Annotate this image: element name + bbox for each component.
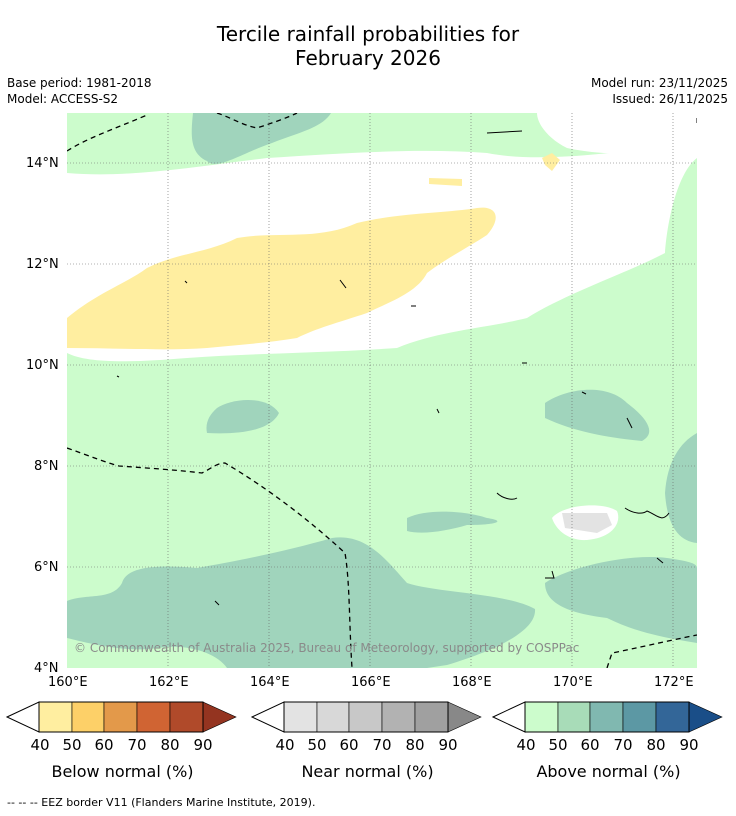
cb-above-bin-40 <box>524 701 559 733</box>
cb-above-tick-80: 80 <box>646 736 666 754</box>
yellow-band <box>67 207 496 350</box>
base-period: Base period: 1981-2018 <box>7 76 152 90</box>
cb-near-extend-high <box>447 701 482 733</box>
teal-patch-west <box>206 399 279 434</box>
model-name: Model: ACCESS-S2 <box>7 92 119 106</box>
meta-right: Model run: 23/11/2025 Issued: 26/11/2025 <box>591 75 728 107</box>
cb-near-bin-70 <box>381 701 416 733</box>
title-line-2: February 2026 <box>295 46 441 70</box>
lat-label-8: 8°N <box>34 459 59 474</box>
map-title: Tercile rainfall probabilities for Febru… <box>0 22 736 70</box>
cb-near-bin-40 <box>283 701 318 733</box>
cb-above-tick-90: 90 <box>679 736 699 754</box>
lon-label-162: 162°E <box>149 675 189 690</box>
issued-date: Issued: 26/11/2025 <box>612 92 728 106</box>
lat-label-12: 12°N <box>26 257 59 272</box>
near-normal-patch-inner <box>562 513 612 533</box>
cb-above-tick-70: 70 <box>613 736 633 754</box>
yellow-small-1 <box>429 178 462 186</box>
cb-above-bin-50 <box>557 701 591 733</box>
cb-above-extend-high <box>688 701 723 733</box>
lon-label-168: 168°E <box>452 675 492 690</box>
cb-below-tick-60: 60 <box>94 736 114 754</box>
colorbar-above <box>491 700 726 740</box>
cb-below-tick-90: 90 <box>193 736 213 754</box>
meta-left: Base period: 1981-2018 Model: ACCESS-S2 <box>7 75 152 107</box>
teal-patch-east <box>545 389 650 441</box>
lon-label-166: 166°E <box>351 675 391 690</box>
cb-near-tick-90: 90 <box>438 736 458 754</box>
cb-above-bin-70 <box>622 701 657 733</box>
cb-above-label: Above normal (%) <box>536 762 681 781</box>
cb-near-tick-40: 40 <box>275 736 295 754</box>
cb-below-label: Below normal (%) <box>51 762 194 781</box>
cb-below-bin-70 <box>136 701 171 733</box>
cb-below-extend-low <box>5 701 40 733</box>
colorbar-below <box>5 700 240 740</box>
cb-above-bin-60 <box>589 701 624 733</box>
cb-below-tick-40: 40 <box>30 736 50 754</box>
colorbar-above-svg <box>491 701 723 733</box>
cb-above-bin-80 <box>655 701 690 733</box>
eez-borders <box>67 113 697 668</box>
teal-patch-far-east <box>665 433 697 543</box>
lat-label-10: 10°N <box>26 358 59 373</box>
white-band-top-right <box>537 113 697 155</box>
cb-below-tick-70: 70 <box>127 736 147 754</box>
cb-below-bin-50 <box>71 701 105 733</box>
lon-label-170: 170°E <box>553 675 593 690</box>
cb-above-tick-50: 50 <box>548 736 568 754</box>
cb-above-tick-40: 40 <box>516 736 536 754</box>
title-line-1: Tercile rainfall probabilities for <box>216 22 520 46</box>
colorbar-near-svg <box>250 701 482 733</box>
cb-near-tick-70: 70 <box>372 736 392 754</box>
map-panel <box>67 113 697 668</box>
teal-patch-mid <box>407 511 498 533</box>
cb-below-bin-60 <box>103 701 138 733</box>
cb-near-tick-80: 80 <box>405 736 425 754</box>
cb-near-bin-80 <box>414 701 449 733</box>
cb-below-extend-high <box>202 701 237 733</box>
cb-near-label: Near normal (%) <box>301 762 434 781</box>
map-svg <box>67 113 697 668</box>
cb-below-bin-80 <box>169 701 204 733</box>
gridlines <box>67 113 697 668</box>
copyright-notice: © Commonwealth of Australia 2025, Bureau… <box>74 641 580 655</box>
islands <box>116 118 697 606</box>
colorbar-near <box>250 700 485 740</box>
cb-above-extend-low <box>491 701 526 733</box>
teal-band-south <box>67 537 536 668</box>
lon-label-164: 164°E <box>250 675 290 690</box>
teal-patch-north <box>191 113 331 164</box>
lat-label-6: 6°N <box>34 560 59 575</box>
cb-near-tick-50: 50 <box>307 736 327 754</box>
cb-near-extend-low <box>250 701 285 733</box>
eez-footnote: -- -- -- EEZ border V11 (Flanders Marine… <box>7 796 316 809</box>
cb-below-tick-80: 80 <box>160 736 180 754</box>
teal-band-southeast <box>545 557 697 643</box>
lat-label-4: 4°N <box>34 661 59 676</box>
model-run: Model run: 23/11/2025 <box>590 76 728 90</box>
cb-below-tick-50: 50 <box>62 736 82 754</box>
cb-below-bin-40 <box>38 701 73 733</box>
cb-near-bin-50 <box>316 701 350 733</box>
lon-label-172: 172°E <box>654 675 694 690</box>
lon-label-160: 160°E <box>48 675 88 690</box>
colorbar-below-svg <box>5 701 237 733</box>
cb-above-tick-60: 60 <box>580 736 600 754</box>
yellow-small-2 <box>542 153 560 171</box>
cb-near-tick-60: 60 <box>339 736 359 754</box>
lat-label-14: 14°N <box>26 156 59 171</box>
cb-near-bin-60 <box>348 701 383 733</box>
